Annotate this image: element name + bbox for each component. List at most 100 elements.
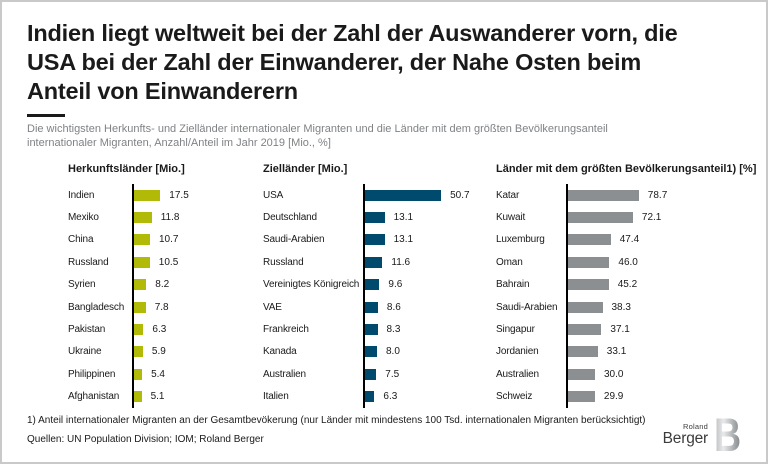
value-label: 38.3 [611,301,631,313]
bar [134,368,143,380]
bar [568,391,595,403]
subtitle-line-2: internationaler Migranten, Anzahl/Anteil… [27,136,331,149]
bar-zone: 10.7 [132,228,260,252]
country-label: Bangladesch [68,301,125,313]
subtitle: Die wichtigsten Herkunfts- und Ziellände… [27,123,752,150]
bar [134,189,161,201]
value-label: 7.8 [154,301,169,313]
country-label: Vereinigtes Königreich [263,279,360,291]
bar-zone: 11.8 [132,206,260,229]
logo-roland-text: Roland [683,422,708,431]
chart-row: Jordanien 33.1 [496,340,748,364]
value-label: 8.2 [155,279,170,291]
chart-destination-body: USA 50.7 Deutschland 13.1 Saudi-Arabien 13.1 R… [263,184,493,408]
chart-row: Oman 46.0 [496,251,748,274]
country-label: Kanada [263,346,297,358]
country-label: Syrien [68,279,96,291]
chart-migrant-share-body: Katar 78.7 Kuwait 72.1 Luxemburg 47.4 Oman 46.0… [496,184,748,408]
bar-zone: 33.1 [566,340,748,364]
value-label: 6.3 [152,324,167,336]
bar [365,368,377,380]
country-label: Bahrain [496,279,530,291]
bar [134,324,144,336]
country-label: Mexiko [68,212,99,224]
bar-zone: 72.1 [566,206,748,229]
bar-zone: 78.7 [566,184,748,207]
chart-destination-countries: Zielländer [Mio.] USA 50.7 Deutschland 13.1… [263,163,493,408]
bar [365,391,375,403]
value-label: 37.1 [610,324,630,336]
chart-row: Schweiz 29.9 [496,385,748,408]
value-label: 8.0 [386,346,400,358]
value-label: 7.5 [385,368,400,380]
country-label: Saudi-Arabien [263,234,325,246]
bar [365,189,442,201]
bar [134,301,146,313]
chart-row: Russland 11.6 [263,251,493,274]
chart-migrant-share-title: Länder mit dem größten Bevölkerungsantei… [496,163,757,175]
bar [134,346,143,358]
bar-zone: 5.9 [132,340,260,364]
footnote: 1) Anteil internationaler Migranten an d… [27,415,646,426]
value-label: 8.3 [386,324,401,336]
bar-zone: 38.3 [566,295,748,319]
bar-zone: 17.5 [132,184,260,207]
roland-berger-b-icon: B [714,416,740,454]
bar [134,391,142,403]
sources: Quellen: UN Population Division; IOM; Ro… [27,434,264,445]
bar-zone: 13.1 [363,206,493,229]
value-label: 45.2 [617,279,638,291]
page-title-line-2: USA bei der Zahl der Einwanderer, der Na… [27,49,642,75]
country-label: Frankreich [263,324,309,336]
page-title: Indien liegt weltweit bei der Zahl der A… [27,19,752,106]
bar-zone: 37.1 [566,318,748,341]
bar [365,212,385,224]
logo-berger-text: Berger [662,430,709,447]
country-label: Deutschland [263,212,317,224]
value-label: 10.7 [159,234,179,246]
chart-migrant-share-countries: Länder mit dem größten Bevölkerungsantei… [496,163,757,408]
bar-zone: 45.2 [566,273,748,296]
bar-zone: 10.5 [132,251,260,274]
bar [568,279,609,291]
country-label: Philippinen [68,368,116,380]
bar [365,234,385,246]
country-label: USA [263,189,284,201]
value-label: 47.4 [619,234,640,246]
value-label: 6.3 [383,391,398,403]
bar [134,234,150,246]
value-label: 29.9 [603,391,624,403]
country-label: Ukraine [68,346,102,358]
bar [568,368,595,380]
value-label: 11.8 [160,212,180,224]
bar [134,212,152,224]
country-label: Pakistan [68,324,106,336]
chart-row: Philippinen 5.4 [68,363,260,386]
value-label: 13.1 [393,212,414,224]
chart-row: Singapur 37.1 [496,318,748,341]
chart-row: Saudi-Arabien 38.3 [496,295,748,319]
roland-berger-logo: Roland Berger B [663,416,740,454]
bar-zone: 47.4 [566,228,748,252]
country-label: Australien [496,368,539,380]
chart-row: Italien 6.3 [263,385,493,408]
country-label: Schweiz [496,391,533,403]
country-label: Oman [496,256,523,268]
country-label: Australien [263,368,306,380]
roland-berger-wordmark: Roland Berger [662,422,709,447]
bar-zone: 30.0 [566,363,748,386]
chart-row: USA 50.7 [263,184,493,207]
chart-row: Deutschland 13.1 [263,206,493,229]
chart-row: Kanada 8.0 [263,340,493,364]
country-label: Jordanien [496,346,539,358]
chart-row: Russland 10.5 [68,251,260,274]
bar [568,346,598,358]
chart-row: Indien 17.5 [68,184,260,207]
bar-zone: 5.4 [132,363,260,386]
chart-origin-title: Herkunftsländer [Mio.] [68,163,185,175]
bar [568,212,633,224]
bar [365,346,377,358]
bar [365,256,383,268]
bar [134,279,147,291]
